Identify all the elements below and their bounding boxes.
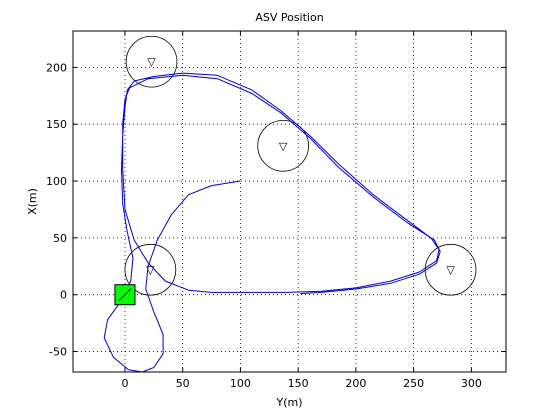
y-tick-label: 200 bbox=[46, 61, 67, 74]
y-tick-label: 100 bbox=[46, 175, 67, 188]
waypoint-circle bbox=[125, 35, 178, 88]
y-axis-label: X(m) bbox=[26, 188, 39, 215]
y-tick-label: 0 bbox=[60, 289, 67, 302]
axes-box bbox=[72, 30, 507, 373]
waypoint-marker: ▽ bbox=[279, 140, 288, 153]
axis-ticks: 0 50 100 150 200 250 300 -50 0 50 100 150 200 bbox=[46, 31, 506, 390]
x-tick-label: 150 bbox=[288, 377, 309, 390]
plot-content: ▽ ▽ ▽ ▽ bbox=[103, 35, 477, 373]
x-tick-label: 100 bbox=[230, 377, 251, 390]
waypoint-circle bbox=[124, 243, 177, 296]
x-tick-label: 0 bbox=[121, 377, 128, 390]
y-tick-label: 50 bbox=[53, 232, 67, 245]
y-tick-label: -50 bbox=[49, 346, 67, 359]
y-tick-label: 150 bbox=[46, 118, 67, 131]
waypoint-marker: ▽ bbox=[146, 264, 155, 277]
waypoint-circle bbox=[424, 243, 477, 296]
trajectory-line bbox=[103, 72, 441, 373]
x-tick-label: 300 bbox=[461, 377, 482, 390]
waypoint-marker: ▽ bbox=[446, 264, 455, 277]
grid-lines bbox=[73, 31, 506, 372]
vessel-heading bbox=[118, 288, 132, 302]
x-axis-label: Y(m) bbox=[275, 396, 302, 409]
waypoint-circle bbox=[257, 120, 309, 172]
x-tick-label: 200 bbox=[345, 377, 366, 390]
chart-title: ASV Position bbox=[255, 11, 323, 24]
waypoint-marker: ▽ bbox=[147, 56, 156, 69]
x-tick-label: 50 bbox=[176, 377, 190, 390]
x-tick-label: 250 bbox=[403, 377, 424, 390]
